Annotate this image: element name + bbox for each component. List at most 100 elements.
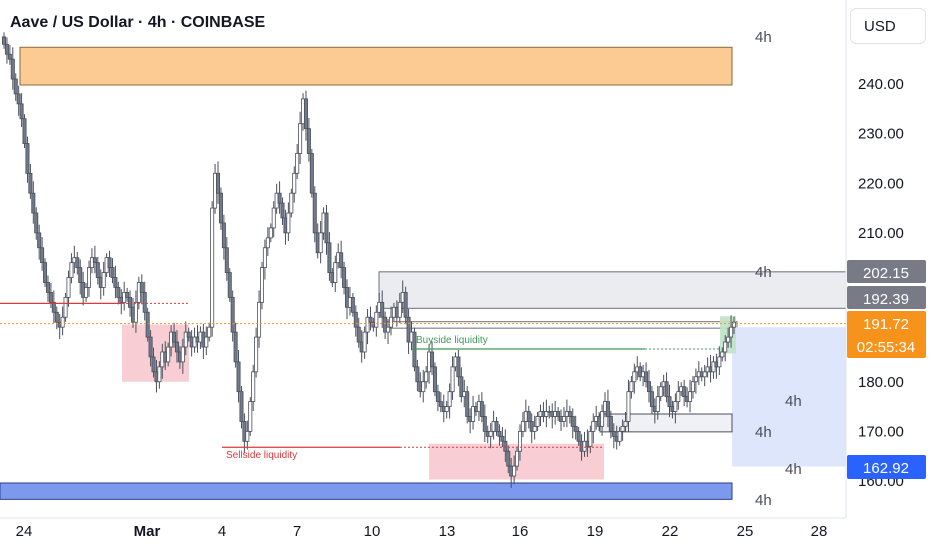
candle-body <box>280 202 285 219</box>
candle-body <box>350 296 355 313</box>
candle-body <box>318 232 323 254</box>
candle <box>84 282 89 302</box>
candle-body <box>374 311 379 328</box>
time-tick-label: 10 <box>364 523 381 540</box>
candle <box>218 187 223 230</box>
candle <box>479 392 484 423</box>
candle <box>432 362 437 397</box>
candle-body <box>421 381 426 393</box>
grey-zone-top <box>378 271 847 309</box>
candle <box>172 322 177 348</box>
candle <box>482 404 487 443</box>
candle-body <box>465 391 470 417</box>
candle-body <box>626 391 631 422</box>
candle-body <box>444 406 449 412</box>
candle-body <box>10 58 15 80</box>
candle-body <box>236 361 241 393</box>
time-tick-label: Mar <box>134 523 161 540</box>
candle <box>63 292 68 322</box>
candle <box>673 393 678 424</box>
candle <box>207 322 212 342</box>
candle <box>66 270 71 307</box>
candle <box>723 335 728 362</box>
candle-body <box>204 336 209 348</box>
candle-body <box>576 430 581 442</box>
candle-body <box>447 391 452 407</box>
candle <box>254 327 259 378</box>
candle <box>688 379 693 413</box>
candle-body <box>324 212 329 244</box>
candle-body <box>101 272 106 288</box>
candle-body <box>646 381 651 393</box>
candle-body <box>494 421 499 432</box>
candle-body <box>690 381 695 393</box>
candle <box>10 47 15 90</box>
candle <box>682 379 687 407</box>
candle <box>515 446 520 471</box>
candle-body <box>655 396 660 412</box>
candle-body <box>644 371 649 383</box>
currency-button[interactable]: USD <box>850 8 926 44</box>
candle-body <box>356 326 361 343</box>
candle <box>506 445 511 474</box>
candle-body <box>66 277 71 298</box>
candle-body <box>239 391 244 422</box>
candle <box>224 237 229 281</box>
candle-body <box>248 401 253 432</box>
candle <box>28 163 33 199</box>
candle <box>157 361 162 389</box>
candle-body <box>649 391 654 407</box>
candle <box>526 405 531 429</box>
candle <box>356 317 361 348</box>
candle <box>69 253 74 284</box>
candle-body <box>415 366 420 383</box>
candle <box>142 281 147 321</box>
candle <box>494 416 499 436</box>
candle <box>107 250 112 278</box>
price-tick-label: 170.00 <box>858 423 904 440</box>
candle-body <box>19 103 24 120</box>
candle <box>567 405 572 424</box>
candle <box>268 223 273 243</box>
candle-body <box>28 172 33 194</box>
candle-body <box>303 98 308 130</box>
candle <box>424 366 429 389</box>
candle-body <box>605 401 610 417</box>
candle <box>327 232 332 281</box>
candle <box>726 327 731 348</box>
candle-body <box>54 311 59 323</box>
price-tick-label: 180.00 <box>858 374 904 391</box>
candle <box>25 136 30 183</box>
price-tick-label: 230.00 <box>858 126 904 143</box>
candle-body <box>145 311 150 338</box>
candle-body <box>37 232 42 249</box>
price-label-value: 202.15 <box>863 265 909 282</box>
countdown-label: 02:55:34 <box>857 339 915 356</box>
candle-body <box>113 277 118 288</box>
candle <box>471 395 476 430</box>
candle-body <box>479 401 484 417</box>
candle <box>22 114 27 149</box>
zone-timeframe-label: 4h <box>785 461 802 478</box>
sellside-label: Sellside liquidity <box>226 450 297 461</box>
candle <box>262 239 267 280</box>
candle-body <box>157 366 162 383</box>
candle-body <box>180 346 185 363</box>
candle-body <box>172 331 177 343</box>
candle <box>251 364 256 412</box>
candle <box>289 188 294 218</box>
candle-body <box>573 426 578 432</box>
candle <box>13 73 18 101</box>
candle-body <box>298 123 303 154</box>
candle-body <box>611 430 616 437</box>
candle-body <box>623 421 628 427</box>
candle <box>7 44 12 65</box>
candle-body <box>488 430 493 437</box>
candle-body <box>216 172 221 194</box>
candle-body <box>632 371 637 383</box>
candle <box>690 376 695 399</box>
candle <box>430 341 435 376</box>
candle-body <box>262 247 267 269</box>
